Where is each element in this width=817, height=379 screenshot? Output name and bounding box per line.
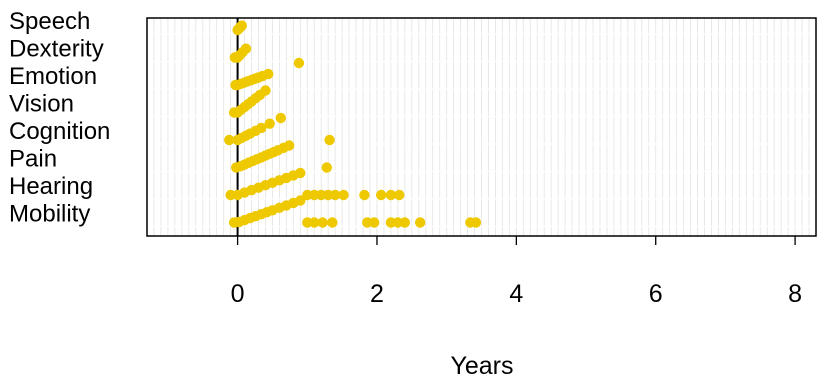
y-category-label: Emotion (9, 63, 97, 90)
y-category-label: Pain (9, 146, 57, 173)
x-tick-label: 2 (370, 280, 384, 308)
data-point (317, 217, 328, 228)
data-point (321, 162, 332, 173)
data-point (394, 189, 405, 201)
plot-frame (146, 17, 817, 237)
y-category-label: Hearing (9, 173, 93, 200)
data-point (295, 195, 306, 206)
data-point (263, 68, 274, 80)
data-points (224, 20, 482, 228)
x-tick-label: 0 (231, 280, 245, 308)
data-point (283, 140, 295, 151)
data-point (275, 112, 286, 124)
data-point (240, 43, 252, 54)
data-point (399, 217, 411, 228)
data-point (309, 217, 320, 228)
y-category-label: Mobility (9, 201, 90, 228)
x-tick-label: 4 (509, 280, 523, 308)
data-point (359, 189, 370, 201)
data-point (293, 57, 305, 69)
y-category-label: Vision (9, 91, 74, 118)
data-point (338, 189, 349, 201)
y-category-label: Speech (9, 8, 90, 35)
data-point (385, 189, 397, 201)
category-row-lines (147, 33, 816, 228)
x-axis-title: Years (450, 352, 513, 379)
x-axis: 0 2 4 6 8 (231, 236, 802, 308)
data-point (260, 85, 271, 96)
data-point (264, 118, 275, 129)
data-point (256, 122, 267, 134)
x-tick-label: 8 (788, 280, 802, 308)
data-point (470, 217, 482, 228)
data-point (295, 167, 306, 179)
data-point (375, 189, 387, 201)
data-point (324, 134, 335, 146)
data-point (368, 217, 380, 228)
y-category-label: Dexterity (9, 36, 104, 63)
data-point (414, 217, 426, 228)
data-point (224, 134, 235, 146)
y-category-label: Cognition (9, 118, 110, 145)
data-point (327, 217, 338, 228)
data-point (236, 20, 247, 31)
data-point (329, 189, 341, 201)
x-tick-label: 6 (649, 280, 663, 308)
y-axis-category-labels: SpeechDexterityEmotionVisionCognitionPai… (9, 8, 110, 228)
